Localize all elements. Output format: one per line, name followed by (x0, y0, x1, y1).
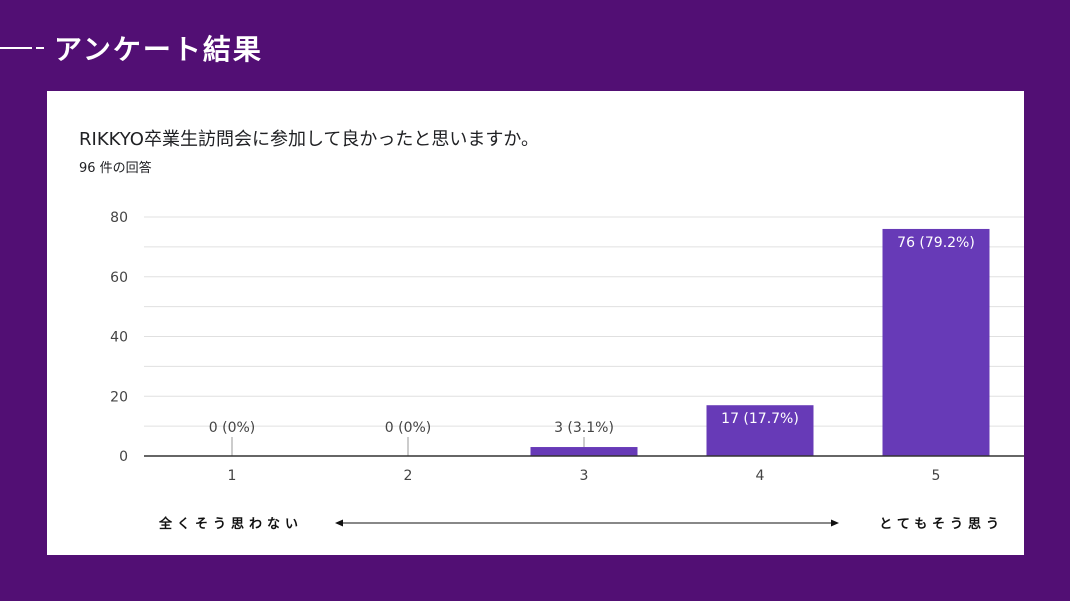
y-tick-label: 40 (110, 330, 128, 346)
x-tick-label: 5 (932, 468, 941, 484)
bar-chart: 0 20 40 60 80 1 0 (0%) 2 0 (0%) 3 3 (3.1%) 4 17 (17.… (110, 210, 1024, 484)
double-arrow-icon (335, 519, 839, 527)
slide-title: アンケート結果 (54, 33, 263, 66)
data-label: 3 (3.1%) (554, 420, 614, 436)
y-tick-label: 80 (110, 210, 128, 226)
y-tick-label: 20 (110, 389, 128, 405)
data-label: 76 (79.2%) (897, 235, 975, 251)
title-dash-decoration (36, 47, 44, 49)
chart-title: RIKKYO卒業生訪問会に参加して良かったと思いますか。 (79, 129, 540, 150)
data-label: 0 (0%) (209, 420, 256, 436)
data-label: 17 (17.7%) (721, 411, 799, 427)
response-count: 96 件の回答 (79, 161, 152, 176)
x-tick-label: 4 (756, 468, 765, 484)
x-tick-label: 1 (228, 468, 237, 484)
bar (882, 228, 990, 456)
survey-result-card: RIKKYO卒業生訪問会に参加して良かったと思いますか。 96 件の回答 0 20… (47, 91, 1024, 555)
x-tick-label: 2 (404, 468, 413, 484)
x-tick-label: 3 (580, 468, 589, 484)
bar (530, 447, 638, 456)
slide-header: アンケート結果 (0, 28, 263, 68)
title-line-decoration (0, 47, 32, 49)
data-label: 0 (0%) (385, 420, 432, 436)
y-tick-label: 60 (110, 270, 128, 286)
scale-high-label: とてもそう思う (879, 517, 1004, 532)
y-tick-label: 0 (119, 449, 128, 465)
bar (706, 405, 814, 456)
scale-low-label: 全くそう思わない (159, 517, 304, 532)
